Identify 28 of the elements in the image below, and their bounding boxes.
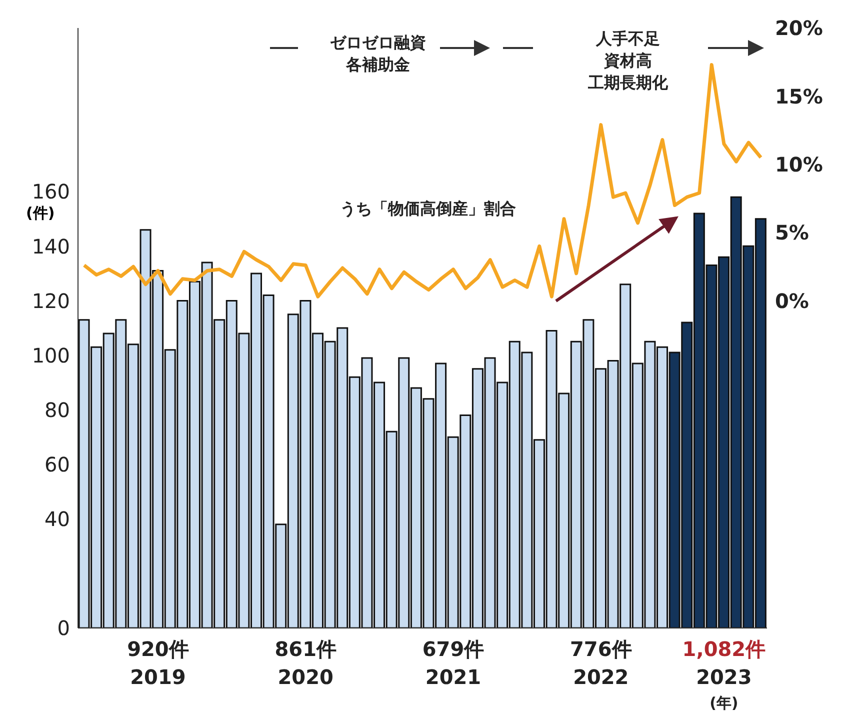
y2-tick-label: 20% <box>775 16 823 40</box>
x-tick-label: 2019 <box>130 665 186 689</box>
y-tick-label: 0 <box>57 616 70 640</box>
y-tick-label: 100 <box>32 343 70 368</box>
y2-tick-label: 15% <box>775 84 823 108</box>
x-tick-label: 2023 <box>696 665 752 689</box>
text: 776件 <box>570 636 632 663</box>
text: 920件 <box>127 636 189 663</box>
y-tick-label: 60 <box>44 452 70 476</box>
y2-tick-label: 5% <box>775 220 809 245</box>
text: 679件 <box>422 636 484 663</box>
annotation: うち「物価高倒産」割合 <box>340 198 516 220</box>
y2-tick-label: 0% <box>775 288 809 313</box>
annotation: ゼロゼロ融資各補助金 <box>330 32 426 76</box>
y2-tick-label: 10% <box>775 152 823 176</box>
y-tick-label: 140 <box>32 234 70 258</box>
y-tick-label: 40 <box>44 507 70 532</box>
x-tick-label: 2022 <box>573 665 629 689</box>
y-tick-label: 160 <box>32 180 70 204</box>
annotation: 人手不足資材高工期長期化 <box>588 28 668 94</box>
y-axis-title: (件) <box>26 204 55 223</box>
y-tick-label: 120 <box>32 288 70 313</box>
text: 861件 <box>274 636 336 663</box>
text: (年) <box>710 694 738 713</box>
text: 1,082件 <box>682 636 766 663</box>
x-tick-label: 2020 <box>278 665 334 689</box>
y-tick-label: 80 <box>44 398 70 422</box>
x-tick-label: 2021 <box>425 665 482 689</box>
